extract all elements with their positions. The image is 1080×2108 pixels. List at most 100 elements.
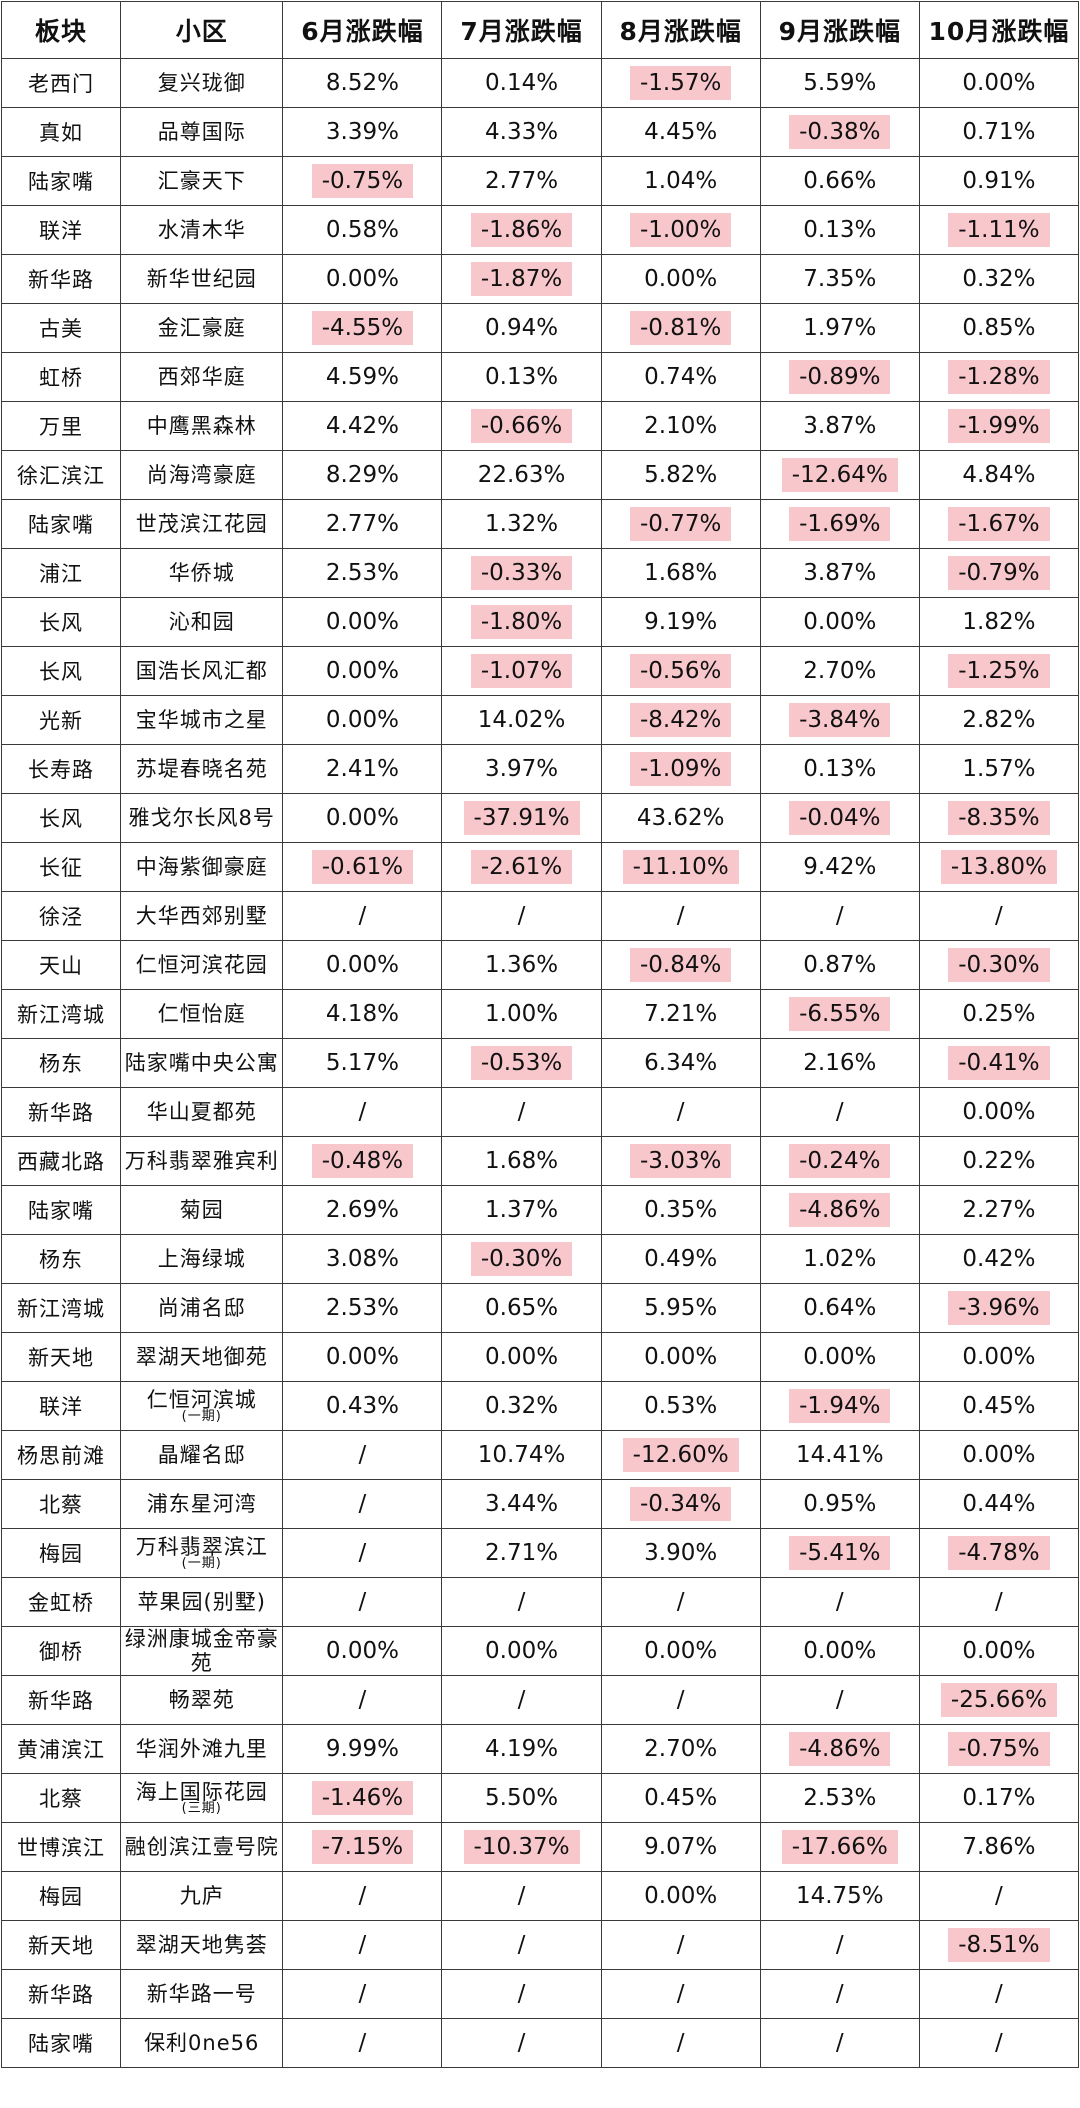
- change-cell: -13.80%: [918, 842, 1080, 892]
- change-cell: 0.00%: [600, 1871, 761, 1921]
- negative-change-value: -17.66%: [781, 1830, 898, 1864]
- table-row: 新华路 新华世纪园 0.00% -1.87% 0.00% 7.35% 0.32%: [0, 254, 1080, 304]
- community-cell: 万科翡翠雅宾利: [120, 1136, 284, 1186]
- change-value: 0.35%: [644, 1197, 718, 1223]
- table-row: 徐汇滨江 尚海湾豪庭 8.29% 22.63% 5.82% -12.64% 4.84%: [0, 450, 1080, 500]
- community-cell: 宝华城市之星: [120, 695, 284, 745]
- community-name: 上海绿城: [157, 1247, 246, 1271]
- change-cell: /: [441, 1087, 602, 1137]
- change-value: 14.41%: [795, 1442, 884, 1468]
- change-cell: -8.42%: [600, 695, 761, 745]
- change-cell: 0.00%: [441, 1332, 602, 1382]
- change-cell: 5.59%: [759, 58, 920, 108]
- negative-change-value: -0.48%: [311, 1144, 414, 1178]
- change-cell: 0.00%: [918, 1087, 1080, 1137]
- change-cell: -1.94%: [759, 1381, 920, 1431]
- change-cell: 0.00%: [918, 1430, 1080, 1480]
- table-row: 老西门 复兴珑御 8.52% 0.14% -1.57% 5.59% 0.00%: [0, 58, 1080, 108]
- table-row: 杨东 陆家嘴中央公寓 5.17% -0.53% 6.34% 2.16% -0.41%: [0, 1038, 1080, 1088]
- change-cell: 3.87%: [759, 401, 920, 451]
- table-row: 联洋 仁恒河滨城 (一期) 0.43% 0.32% 0.53% -1.94% 0.45%: [0, 1381, 1080, 1431]
- change-value: 0.00%: [325, 658, 399, 684]
- change-value: 5.17%: [325, 1050, 399, 1076]
- change-cell: 1.04%: [600, 156, 761, 206]
- community-cell: 复兴珑御: [120, 58, 284, 108]
- change-value: 4.18%: [325, 1001, 399, 1027]
- community-cell: 陆家嘴中央公寓: [120, 1038, 284, 1088]
- negative-change-value: -0.41%: [948, 1046, 1050, 1080]
- change-cell: -1.09%: [600, 744, 761, 794]
- change-cell: 8.29%: [282, 450, 443, 500]
- change-cell: -0.56%: [600, 646, 761, 696]
- community-name: 仁恒河滨花园: [135, 953, 268, 977]
- change-cell: /: [600, 1969, 761, 2019]
- change-cell: -11.10%: [600, 842, 761, 892]
- board-cell: 天山: [0, 940, 122, 990]
- change-cell: /: [918, 1577, 1080, 1627]
- change-cell: 0.00%: [600, 1332, 761, 1382]
- board-cell: 万里: [0, 401, 122, 451]
- board-cell: 梅园: [0, 1528, 122, 1578]
- change-cell: -0.33%: [441, 548, 602, 598]
- board-cell: 杨东: [0, 1038, 122, 1088]
- board-cell: 陆家嘴: [0, 2018, 122, 2068]
- negative-change-value: -1.57%: [629, 66, 732, 100]
- change-value: 0.64%: [803, 1295, 877, 1321]
- change-value: /: [517, 1883, 526, 1909]
- table-row: 新华路 华山夏都苑 / / / / 0.00%: [0, 1087, 1080, 1137]
- change-cell: -0.38%: [759, 107, 920, 157]
- board-cell: 长风: [0, 793, 122, 843]
- change-value: 0.65%: [485, 1295, 559, 1321]
- change-cell: 1.00%: [441, 989, 602, 1039]
- change-value: 14.75%: [795, 1883, 884, 1909]
- change-value: 1.57%: [962, 756, 1036, 782]
- board-cell: 长风: [0, 646, 122, 696]
- negative-change-value: -37.91%: [463, 801, 580, 835]
- change-value: 10.74%: [477, 1442, 566, 1468]
- change-cell: -0.41%: [918, 1038, 1080, 1088]
- table-row: 西藏北路 万科翡翠雅宾利 -0.48% 1.68% -3.03% -0.24% 0.22%: [0, 1136, 1080, 1186]
- negative-change-value: -8.35%: [948, 801, 1050, 835]
- change-value: 9.19%: [644, 609, 718, 635]
- change-cell: 5.82%: [600, 450, 761, 500]
- change-value: 0.66%: [803, 168, 877, 194]
- change-cell: 10.74%: [441, 1430, 602, 1480]
- negative-change-value: -13.80%: [940, 850, 1057, 884]
- community-name: 浦东星河湾: [146, 1492, 257, 1516]
- board-cell: 新江湾城: [0, 989, 122, 1039]
- change-cell: 3.87%: [759, 548, 920, 598]
- change-value: 0.13%: [803, 756, 877, 782]
- table-row: 金虹桥 苹果园(别墅) / / / / /: [0, 1577, 1080, 1627]
- negative-change-value: -0.30%: [948, 948, 1050, 982]
- change-cell: /: [759, 2018, 920, 2068]
- table-row: 长风 雅戈尔长风8号 0.00% -37.91% 43.62% -0.04% -8.35%: [0, 793, 1080, 843]
- change-cell: /: [441, 1577, 602, 1627]
- change-value: 7.21%: [644, 1001, 718, 1027]
- change-value: /: [358, 1981, 367, 2007]
- change-cell: -4.55%: [282, 303, 443, 353]
- change-cell: -1.07%: [441, 646, 602, 696]
- change-cell: 4.45%: [600, 107, 761, 157]
- board-cell: 陆家嘴: [0, 156, 122, 206]
- change-cell: -10.37%: [441, 1822, 602, 1872]
- change-cell: 0.13%: [441, 352, 602, 402]
- change-cell: 0.14%: [441, 58, 602, 108]
- change-cell: 0.00%: [441, 1626, 602, 1676]
- change-cell: /: [441, 2018, 602, 2068]
- change-cell: 14.75%: [759, 1871, 920, 1921]
- table-row: 陆家嘴 菊园 2.69% 1.37% 0.35% -4.86% 2.27%: [0, 1185, 1080, 1235]
- change-cell: 0.00%: [918, 1626, 1080, 1676]
- change-cell: 2.27%: [918, 1185, 1080, 1235]
- negative-change-value: -0.34%: [629, 1487, 732, 1521]
- change-value: /: [358, 903, 367, 929]
- change-cell: -3.84%: [759, 695, 920, 745]
- change-cell: 0.17%: [918, 1773, 1080, 1823]
- change-value: 0.00%: [803, 1344, 877, 1370]
- board-cell: 联洋: [0, 1381, 122, 1431]
- change-cell: -1.11%: [918, 205, 1080, 255]
- change-value: /: [676, 1099, 685, 1125]
- community-name: 畅翠苑: [168, 1688, 235, 1712]
- change-cell: 2.77%: [282, 499, 443, 549]
- negative-change-value: -1.28%: [948, 360, 1050, 394]
- table-row: 新天地 翠湖天地御苑 0.00% 0.00% 0.00% 0.00% 0.00%: [0, 1332, 1080, 1382]
